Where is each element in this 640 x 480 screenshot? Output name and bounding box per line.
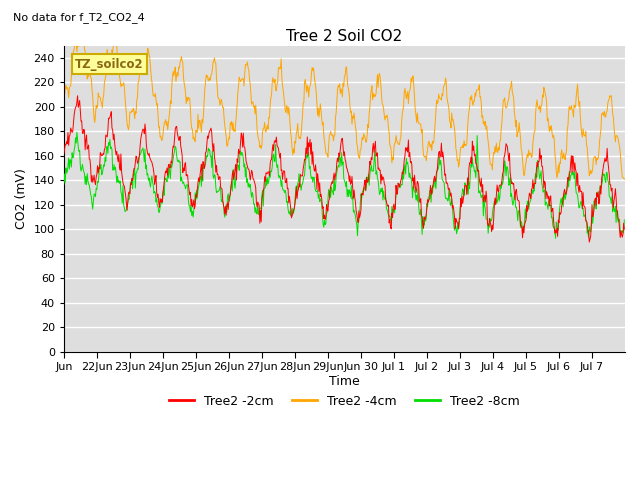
Legend: Tree2 -2cm, Tree2 -4cm, Tree2 -8cm: Tree2 -2cm, Tree2 -4cm, Tree2 -8cm [164, 390, 525, 413]
X-axis label: Time: Time [329, 375, 360, 388]
Title: Tree 2 Soil CO2: Tree 2 Soil CO2 [286, 29, 403, 44]
Y-axis label: CO2 (mV): CO2 (mV) [15, 168, 28, 229]
Text: No data for f_T2_CO2_4: No data for f_T2_CO2_4 [13, 12, 145, 23]
Text: TZ_soilco2: TZ_soilco2 [75, 58, 144, 71]
